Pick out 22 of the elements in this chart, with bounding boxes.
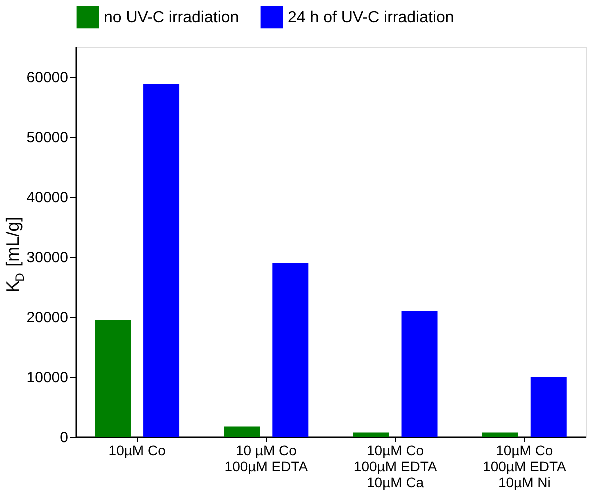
bar [272, 263, 309, 437]
bar [402, 311, 438, 437]
x-tick-label: 10µM Co [108, 442, 166, 458]
y-tick-label: 30000 [26, 250, 68, 266]
y-tick-label: 10000 [26, 370, 68, 386]
bar [224, 426, 260, 437]
x-tick-label: 10µM Co 100µM EDTA 10µM Ca [354, 442, 438, 490]
bar [144, 84, 180, 437]
y-tick-label: 0 [60, 430, 68, 446]
bar [95, 320, 132, 437]
bar [482, 432, 518, 437]
y-tick-label: 40000 [26, 190, 68, 206]
y-axis-title: KD [mL/g] [3, 216, 27, 293]
bar [530, 377, 567, 437]
bar [353, 432, 390, 437]
y-tick-label: 20000 [26, 310, 68, 326]
legend-label: no UV-C irradiation [104, 9, 240, 26]
y-tick-label: 60000 [26, 70, 68, 86]
x-tick-label: 10µM Co 100µM EDTA 10µM Ni [483, 442, 567, 490]
y-tick-label: 50000 [26, 130, 68, 146]
x-tick-label: 10 µM Co 100µM EDTA [224, 442, 309, 474]
legend-label: 24 h of UV-C irradiation [288, 9, 454, 26]
